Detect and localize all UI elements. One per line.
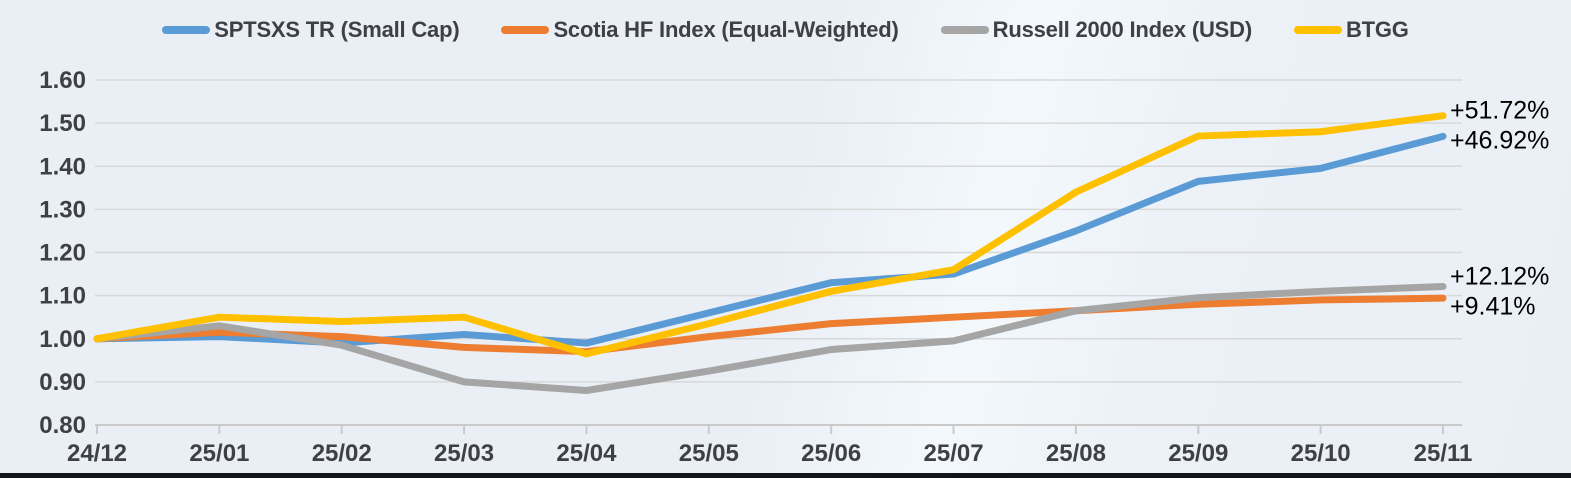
x-tick-label: 25/07: [924, 440, 984, 467]
x-tick-label: 25/08: [1046, 440, 1106, 467]
end-label-sptsxs: +46.92%: [1450, 126, 1550, 155]
legend-item-russell-2000[interactable]: Russell 2000 Index (USD): [940, 17, 1252, 43]
y-tick-label: 1.00: [39, 326, 86, 353]
x-tick-label: 25/01: [189, 440, 249, 467]
legend-swatch-gray-line-icon: [940, 26, 989, 34]
series-line-1: [93, 294, 1447, 356]
legend: SPTSXS TR (Small Cap) Scotia HF Index (E…: [0, 12, 1571, 48]
y-tick-label: 0.80: [39, 412, 86, 439]
x-tick-label: 25/05: [679, 440, 739, 467]
legend-swatch-yellow-line-icon: [1293, 26, 1342, 34]
legend-swatch-orange-line-icon: [501, 26, 550, 34]
x-tick-label: 25/02: [312, 440, 372, 467]
y-tick-label: 1.40: [39, 153, 86, 180]
legend-swatch-blue-line-icon: [162, 26, 211, 34]
series-line-2: [93, 282, 1447, 394]
bottom-edge-bar: [0, 473, 1571, 478]
legend-label-scotia-hf: Scotia HF Index (Equal-Weighted): [553, 17, 899, 42]
y-tick-label: 0.90: [39, 369, 86, 396]
y-tick-label: 1.30: [39, 196, 86, 223]
legend-item-btgg[interactable]: BTGG: [1293, 17, 1409, 43]
y-tick-label: 1.50: [39, 110, 86, 137]
end-label-btgg: +51.72%: [1450, 96, 1550, 125]
x-tick-label: 25/06: [801, 440, 861, 467]
legend-item-scotia-hf[interactable]: Scotia HF Index (Equal-Weighted): [501, 17, 899, 43]
legend-label-russell-2000: Russell 2000 Index (USD): [992, 17, 1252, 42]
end-label-russell-2000: +12.12%: [1450, 262, 1550, 291]
y-tick-label: 1.60: [39, 67, 86, 94]
y-tick-label: 1.10: [39, 283, 86, 310]
legend-label-sptsxs: SPTSXS TR (Small Cap): [214, 17, 460, 42]
legend-label-btgg: BTGG: [1345, 17, 1409, 42]
series-line-0: [93, 132, 1447, 347]
x-tick-label: 25/03: [434, 440, 494, 467]
x-tick-label: 25/11: [1414, 440, 1473, 467]
y-tick-label: 1.20: [39, 240, 86, 267]
x-tick-label: 25/10: [1291, 440, 1351, 467]
x-tick-label: 25/09: [1168, 440, 1228, 467]
end-label-scotia-hf: +9.41%: [1450, 292, 1536, 321]
x-tick-label: 24/12: [67, 440, 127, 467]
x-tick-label: 25/04: [556, 440, 617, 467]
legend-item-sptsxs[interactable]: SPTSXS TR (Small Cap): [162, 17, 460, 43]
series-line-3: [93, 112, 1447, 358]
